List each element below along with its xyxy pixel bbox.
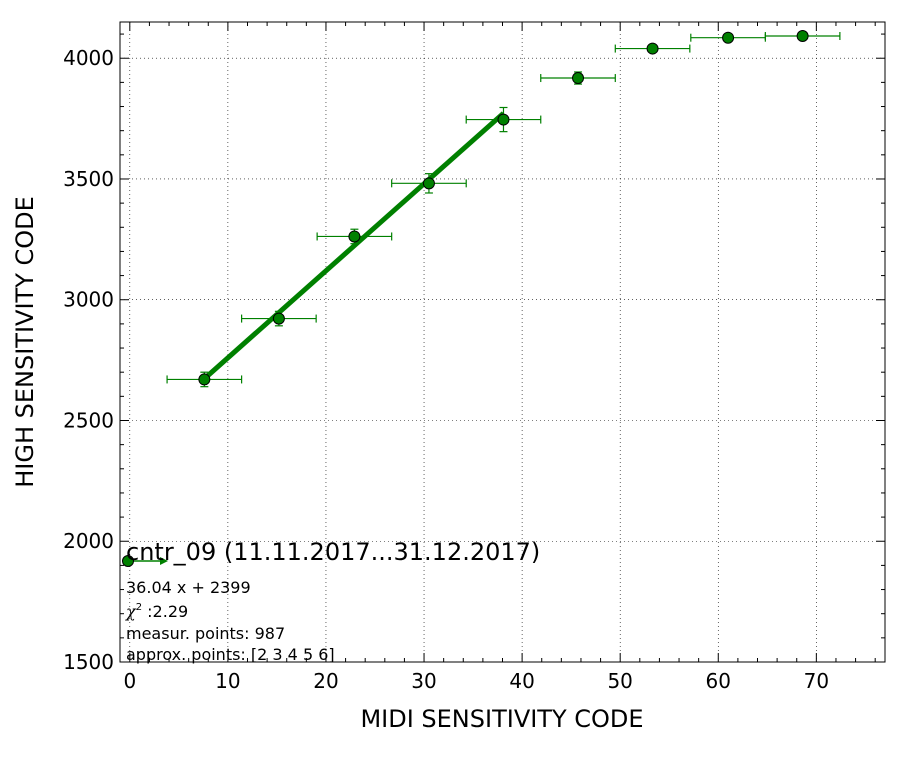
chi2-value: :2.29 bbox=[142, 602, 188, 621]
chi2-exponent: 2 bbox=[136, 602, 142, 613]
chi2-symbol: χ bbox=[125, 602, 137, 621]
x-tick-label: 20 bbox=[313, 669, 338, 693]
fit-line bbox=[202, 111, 506, 381]
x-tick-label: 70 bbox=[804, 669, 829, 693]
data-point bbox=[422, 177, 435, 190]
data-point bbox=[646, 42, 659, 55]
data-point bbox=[722, 31, 735, 44]
y-axis-label: HIGH SENSITIVITY CODE bbox=[11, 196, 39, 488]
legend-equation: 36.04 x + 2399 bbox=[126, 578, 251, 597]
data-points bbox=[198, 30, 809, 386]
legend-chi2: χ2 :2.29 bbox=[125, 602, 188, 621]
legend: cntr_09 (11.11.2017...31.12.2017) 36.04 … bbox=[122, 538, 540, 664]
x-tick-label: 50 bbox=[607, 669, 632, 693]
tick-labels: 0 10 20 30 40 50 60 70 1500 2000 2500 3000 3500 4000 bbox=[63, 46, 829, 693]
legend-approx-points: approx. points: [2 3 4 5 6] bbox=[126, 645, 335, 664]
x-tick-label: 60 bbox=[706, 669, 731, 693]
plot-frame bbox=[119, 21, 886, 663]
y-tick-label: 2500 bbox=[63, 408, 114, 432]
data-point bbox=[272, 312, 285, 325]
data-point bbox=[198, 373, 211, 386]
y-tick-label: 4000 bbox=[63, 46, 114, 70]
data-point bbox=[796, 30, 809, 43]
y-tick-label: 3500 bbox=[63, 167, 114, 191]
data-point bbox=[497, 113, 510, 126]
data-point bbox=[572, 72, 585, 85]
legend-arrow-icon bbox=[160, 557, 168, 565]
fit-layer bbox=[202, 111, 506, 381]
x-tick-label: 30 bbox=[411, 669, 436, 693]
y-tick-label: 3000 bbox=[63, 288, 114, 312]
axis-ticks bbox=[120, 22, 885, 663]
data-point bbox=[348, 230, 361, 243]
legend-title: cntr_09 (11.11.2017...31.12.2017) bbox=[126, 538, 540, 566]
y-tick-label: 1500 bbox=[63, 650, 114, 674]
x-tick-label: 10 bbox=[215, 669, 240, 693]
grid bbox=[120, 22, 885, 663]
x-tick-label: 0 bbox=[123, 669, 136, 693]
x-axis-label: MIDI SENSITIVITY CODE bbox=[360, 705, 643, 733]
legend-measur-points: measur. points: 987 bbox=[126, 624, 285, 643]
x-tick-label: 40 bbox=[509, 669, 534, 693]
legend-marker-icon bbox=[122, 555, 134, 567]
y-tick-label: 2000 bbox=[63, 529, 114, 553]
